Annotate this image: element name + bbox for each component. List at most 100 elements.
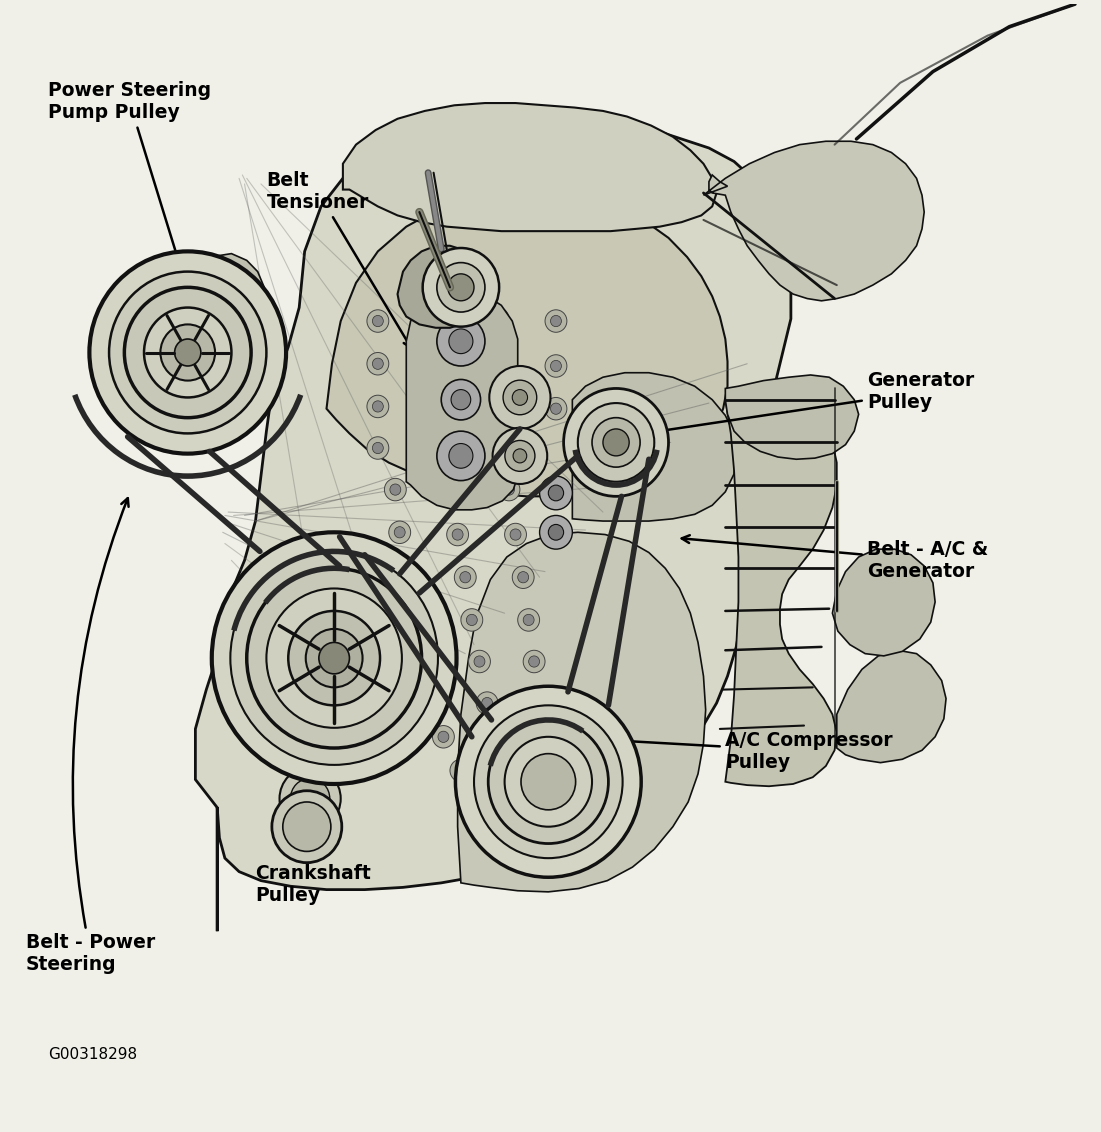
Circle shape — [550, 316, 562, 327]
Circle shape — [144, 308, 231, 397]
Polygon shape — [458, 532, 706, 892]
Text: A/C Compressor
Pulley: A/C Compressor Pulley — [617, 731, 893, 772]
Circle shape — [492, 428, 547, 484]
Circle shape — [437, 317, 484, 366]
Circle shape — [109, 272, 266, 434]
Circle shape — [416, 652, 427, 663]
Circle shape — [545, 354, 567, 377]
Polygon shape — [837, 650, 946, 763]
Circle shape — [492, 358, 503, 369]
Circle shape — [592, 418, 640, 468]
Polygon shape — [726, 392, 837, 787]
Circle shape — [548, 524, 564, 540]
Circle shape — [521, 754, 576, 809]
Polygon shape — [832, 549, 935, 655]
Circle shape — [545, 397, 567, 420]
Circle shape — [403, 606, 425, 628]
Circle shape — [448, 274, 475, 301]
Circle shape — [489, 366, 550, 429]
Circle shape — [510, 529, 521, 540]
Circle shape — [447, 484, 458, 495]
Circle shape — [539, 477, 573, 509]
Circle shape — [427, 693, 438, 704]
Polygon shape — [342, 103, 717, 231]
Circle shape — [395, 564, 417, 586]
Circle shape — [437, 263, 484, 312]
Circle shape — [578, 403, 654, 482]
Circle shape — [434, 311, 445, 323]
Circle shape — [372, 358, 383, 369]
Circle shape — [528, 692, 550, 714]
Polygon shape — [726, 375, 859, 460]
Circle shape — [422, 687, 444, 710]
Circle shape — [528, 655, 539, 667]
Circle shape — [432, 401, 447, 417]
Circle shape — [498, 764, 520, 787]
Circle shape — [487, 395, 509, 418]
Circle shape — [423, 392, 456, 426]
Circle shape — [517, 572, 528, 583]
Circle shape — [266, 589, 402, 728]
Circle shape — [389, 521, 411, 543]
Text: Crankshaft
Pulley: Crankshaft Pulley — [255, 746, 371, 904]
Polygon shape — [195, 254, 266, 397]
Circle shape — [461, 609, 482, 632]
Circle shape — [550, 403, 562, 414]
Text: Belt - Power
Steering: Belt - Power Steering — [26, 498, 155, 975]
Circle shape — [548, 486, 564, 500]
Circle shape — [442, 479, 464, 500]
Polygon shape — [406, 291, 517, 509]
Circle shape — [512, 566, 534, 589]
Circle shape — [423, 248, 499, 327]
Circle shape — [469, 650, 490, 672]
Circle shape — [401, 569, 412, 581]
Circle shape — [434, 355, 445, 367]
Circle shape — [408, 611, 419, 623]
Circle shape — [564, 388, 668, 496]
Circle shape — [488, 720, 609, 843]
Polygon shape — [704, 142, 924, 301]
Circle shape — [280, 767, 340, 830]
Circle shape — [545, 310, 567, 333]
Circle shape — [513, 449, 526, 463]
Circle shape — [498, 479, 520, 500]
Circle shape — [523, 650, 545, 672]
Circle shape — [484, 730, 506, 753]
Text: Power Steering
Pump Pulley: Power Steering Pump Pulley — [47, 82, 211, 285]
Circle shape — [460, 572, 471, 583]
Circle shape — [477, 692, 498, 714]
Circle shape — [475, 655, 484, 667]
Circle shape — [539, 736, 550, 747]
Circle shape — [367, 352, 389, 375]
Circle shape — [428, 435, 450, 457]
Circle shape — [487, 437, 509, 460]
Circle shape — [456, 686, 641, 877]
Circle shape — [456, 765, 467, 777]
Circle shape — [455, 566, 477, 589]
Circle shape — [390, 484, 401, 495]
Circle shape — [288, 611, 380, 705]
Circle shape — [449, 444, 473, 469]
Circle shape — [475, 705, 623, 858]
Text: Belt
Tensioner: Belt Tensioner — [266, 171, 411, 348]
Circle shape — [490, 736, 501, 747]
Polygon shape — [327, 192, 728, 496]
Circle shape — [450, 760, 472, 782]
Circle shape — [451, 389, 471, 410]
Circle shape — [504, 523, 526, 546]
Text: G00318298: G00318298 — [47, 1047, 137, 1062]
Circle shape — [367, 437, 389, 460]
Circle shape — [512, 389, 527, 405]
Circle shape — [481, 697, 492, 709]
Circle shape — [603, 429, 629, 456]
Circle shape — [428, 350, 450, 372]
Circle shape — [534, 697, 545, 709]
Polygon shape — [573, 372, 737, 521]
Circle shape — [272, 791, 341, 863]
Circle shape — [467, 615, 478, 626]
Circle shape — [434, 440, 445, 452]
Circle shape — [230, 551, 438, 765]
Circle shape — [428, 306, 450, 328]
Circle shape — [487, 308, 509, 331]
Circle shape — [523, 615, 534, 626]
